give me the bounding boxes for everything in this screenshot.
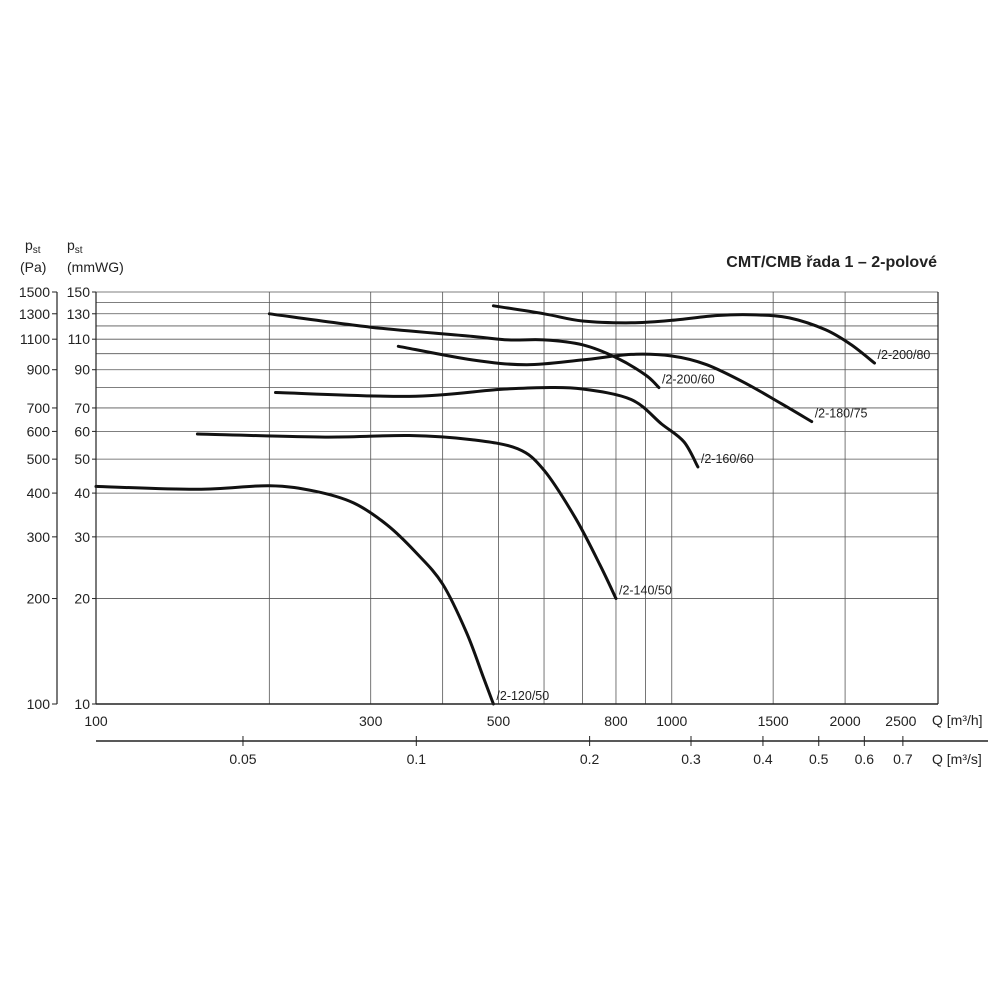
series-label: /2-120/50 <box>496 689 549 703</box>
mmwg-tick-label: 60 <box>74 423 90 439</box>
pa-tick-label: 1500 <box>19 284 50 300</box>
pa-tick-label: 900 <box>27 362 51 378</box>
series-curve <box>267 312 661 390</box>
mmwg-tick-label: 130 <box>67 306 91 322</box>
x-tick-label-m3s: 0.2 <box>580 751 600 767</box>
series-curve <box>491 304 876 365</box>
series-curves <box>94 304 876 706</box>
mmwg-tick-label: 50 <box>74 451 90 467</box>
x-tick-label-m3h: 100 <box>84 713 108 729</box>
pa-tick-label: 1300 <box>19 306 50 322</box>
series-curve <box>195 432 618 600</box>
x-tick-label-m3s: 0.7 <box>893 751 913 767</box>
pa-tick-label: 500 <box>27 451 51 467</box>
grid <box>96 291 938 705</box>
x-tick-label-m3h: 800 <box>604 713 628 729</box>
x-tick-label-m3h: 500 <box>487 713 511 729</box>
series-label: /2-160/60 <box>701 452 754 466</box>
series-label: /2-140/50 <box>619 584 672 598</box>
x-tick-label-m3h: 1000 <box>656 713 687 729</box>
series-label: /2-200/80 <box>878 348 931 362</box>
x-tick-label-m3s: 0.6 <box>855 751 875 767</box>
mmwg-tick-label: 110 <box>68 331 91 347</box>
mmwg-tick-label: 40 <box>74 485 90 501</box>
series-curve <box>274 385 700 469</box>
axes: 100 200 300 400 500 600 700 900 1100 1300 1500 10 20… <box>19 284 988 767</box>
pa-tick-label: 200 <box>27 591 51 607</box>
pa-tick-label: 600 <box>27 423 51 439</box>
mmwg-tick-label: 30 <box>74 529 90 545</box>
series-curve <box>396 344 814 424</box>
pa-tick-label: 300 <box>27 529 51 545</box>
x-axis-secondary-title: Q [m³/s] <box>932 751 982 767</box>
x-tick-label-m3h: 1500 <box>758 713 789 729</box>
x-tick-label-m3s: 0.4 <box>753 751 773 767</box>
mmwg-tick-label: 10 <box>74 696 90 712</box>
svg-text:pst: pst <box>25 237 41 256</box>
series-curve <box>94 484 495 706</box>
mmwg-tick-label: 150 <box>67 284 91 300</box>
y-axis-pa-title: pst (Pa) <box>20 237 46 275</box>
x-axis-primary-title: Q [m³/h] <box>932 712 983 728</box>
x-tick-label-m3h: 300 <box>359 713 383 729</box>
x-tick-label-m3h: 2000 <box>830 713 861 729</box>
svg-text:pst: pst <box>67 237 83 256</box>
mmwg-tick-label: 20 <box>74 591 90 607</box>
x-tick-label-m3s: 0.3 <box>681 751 701 767</box>
x-tick-label-m3s: 0.05 <box>229 751 256 767</box>
svg-text:(Pa): (Pa) <box>20 259 46 275</box>
pa-tick-label: 400 <box>27 485 51 501</box>
x-tick-label-m3s: 0.1 <box>407 751 427 767</box>
series-label: /2-180/75 <box>815 407 868 421</box>
pa-tick-label: 1100 <box>20 331 50 347</box>
pa-tick-label: 700 <box>27 400 51 416</box>
mmwg-tick-label: 90 <box>74 362 90 378</box>
y-axis-mmwg-title: pst (mmWG) <box>67 237 124 275</box>
svg-text:(mmWG): (mmWG) <box>67 259 124 275</box>
x-tick-label-m3s: 0.5 <box>809 751 829 767</box>
x-tick-label-m3h: 2500 <box>885 713 916 729</box>
chart-title: CMT/CMB řada 1 – 2-polové <box>726 254 937 271</box>
series-labels: /2-120/50/2-140/50/2-160/60/2-200/60/2-1… <box>496 348 930 703</box>
mmwg-tick-label: 70 <box>74 400 90 416</box>
pa-tick-label: 100 <box>27 696 51 712</box>
series-label: /2-200/60 <box>662 373 715 387</box>
